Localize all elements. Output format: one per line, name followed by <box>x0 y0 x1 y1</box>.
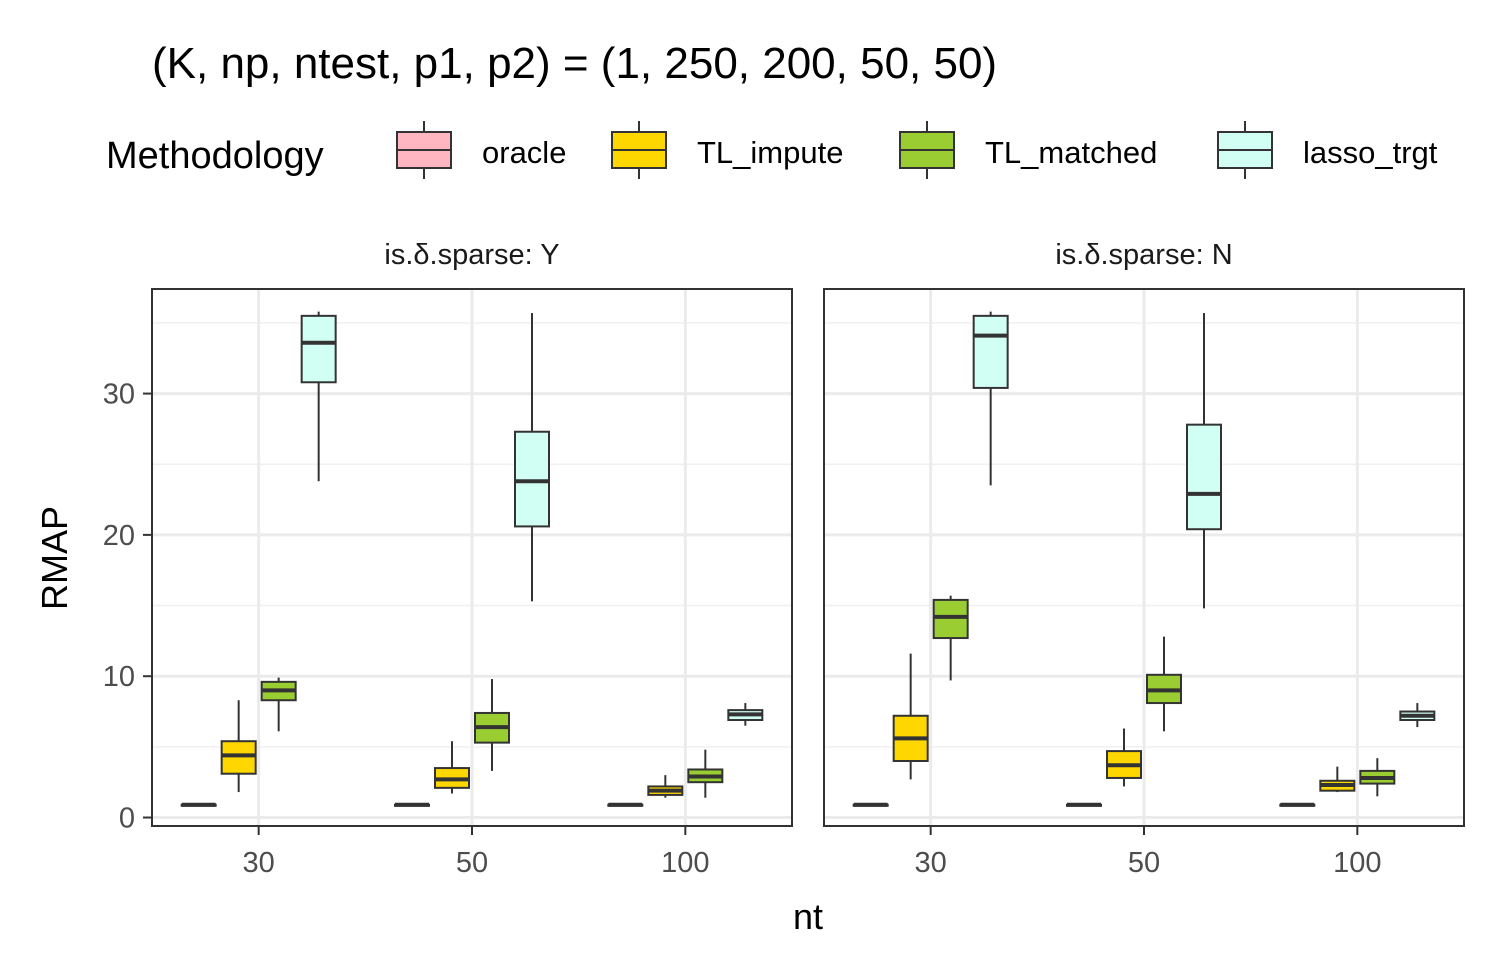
x-tick-label: 50 <box>456 847 488 879</box>
y-tick-label: 0 <box>119 803 135 835</box>
y-tick-label: 10 <box>103 661 135 693</box>
legend-label-TL_matched: TL_matched <box>985 135 1157 170</box>
box-TL_impute <box>220 740 257 775</box>
legend-entries: oracle TL_impute TL_matched lasso_trgt <box>396 121 1438 179</box>
x-tick-label: 100 <box>661 847 709 879</box>
box-TL_matched <box>932 598 969 640</box>
strip-label: is.δ.sparse: Y <box>384 239 559 271</box>
x-tick-label: 100 <box>1333 847 1381 879</box>
legend-label-oracle: oracle <box>482 135 566 170</box>
x-tick-label: 50 <box>1128 847 1160 879</box>
box-lasso_trgt <box>514 430 550 528</box>
x-tick-label: 30 <box>915 847 947 879</box>
y-axis-label: RMAP <box>34 506 75 610</box>
x-axis-label: nt <box>793 896 823 937</box>
y-tick-label: 20 <box>103 520 135 552</box>
legend-label-lasso_trgt: lasso_trgt <box>1303 135 1438 170</box>
strip-label: is.δ.sparse: N <box>1055 239 1232 271</box>
legend: Methodology oracle TL_impute TL_matched las… <box>106 121 1438 179</box>
legend-title: Methodology <box>106 135 324 177</box>
x-tick-label: 30 <box>243 847 275 879</box>
legend-label-TL_impute: TL_impute <box>697 135 843 170</box>
y-tick-label: 30 <box>103 379 135 411</box>
facet-panel-2: is.δ.sparse: N 30 50 100 <box>823 239 1465 879</box>
box-lasso_trgt <box>972 314 1009 389</box>
box-lasso_trgt <box>1186 423 1222 531</box>
chart-title: (K, np, ntest, p1, p2) = (1, 250, 200, 5… <box>152 39 997 88</box>
facet-panels: is.δ.sparse: Y30 50 1000102030is.δ.sparse:… <box>103 239 1465 879</box>
facet-panel-1: is.δ.sparse: Y 30 50 100 0 10 20 30 <box>103 239 793 879</box>
box-lasso_trgt <box>300 314 337 384</box>
